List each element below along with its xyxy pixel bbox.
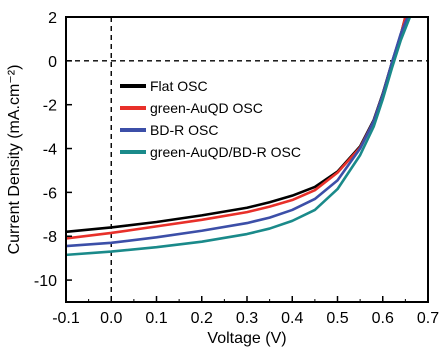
- y-tick-label: -10: [34, 273, 57, 290]
- x-tick-label: 0.5: [326, 310, 348, 327]
- y-tick-label: 2: [48, 10, 57, 27]
- x-tick-label: 0.2: [191, 310, 213, 327]
- x-tick-label: 0.1: [145, 310, 167, 327]
- x-tick-label: 0.4: [281, 310, 303, 327]
- x-tick-label: 0.0: [100, 310, 122, 327]
- legend-label: Flat OSC: [150, 78, 208, 94]
- y-axis-title: Current Density (mA.cm⁻²): [6, 65, 23, 255]
- y-tick-label: -8: [43, 229, 57, 246]
- y-tick-label: -2: [43, 98, 57, 115]
- reference-lines: [66, 17, 428, 302]
- y-tick-label: -4: [43, 142, 57, 159]
- series-line-4: [66, 17, 412, 257]
- x-tick-label: 0.7: [417, 310, 439, 327]
- series-line-2: [66, 17, 407, 240]
- x-tick-label: -0.1: [52, 310, 80, 327]
- y-axis: 2 0 -2 -4 -6 -8 -10: [34, 10, 72, 290]
- y-tick-label: 0: [48, 54, 57, 71]
- x-tick-label: 0.6: [372, 310, 394, 327]
- x-axis-title: Voltage (V): [207, 330, 286, 347]
- legend: Flat OSC green-AuQD OSC BD-R OSC green-AuQD…: [120, 78, 301, 160]
- series-line-1: [66, 17, 407, 234]
- y-tick-label: -6: [43, 185, 57, 202]
- legend-label: green-AuQD OSC: [150, 100, 263, 116]
- legend-label: green-AuQD/BD-R OSC: [150, 144, 301, 160]
- legend-label: BD-R OSC: [150, 122, 218, 138]
- series-layer: [66, 17, 412, 257]
- series-line-3: [66, 17, 409, 248]
- x-tick-label: 0.3: [236, 310, 258, 327]
- x-axis: -0.1 0.0 0.1 0.2 0.3 0.4 0.5 0.6 0.7: [52, 296, 439, 327]
